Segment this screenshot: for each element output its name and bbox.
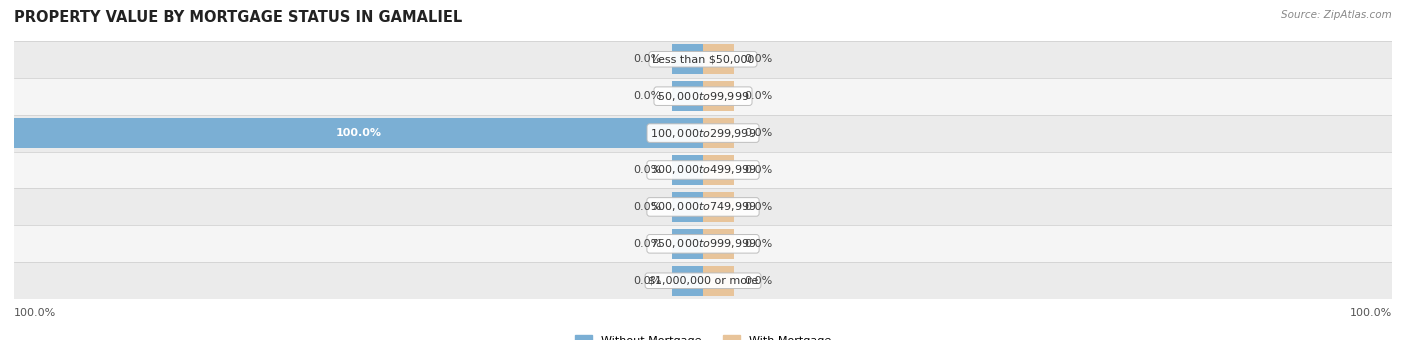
Bar	[703, 118, 734, 148]
Text: Source: ZipAtlas.com: Source: ZipAtlas.com	[1281, 10, 1392, 20]
Text: 0.0%: 0.0%	[744, 276, 772, 286]
Bar	[703, 155, 734, 185]
Text: 0.0%: 0.0%	[634, 239, 662, 249]
Bar	[14, 225, 1392, 262]
Bar	[14, 78, 1392, 115]
Text: $500,000 to $749,999: $500,000 to $749,999	[650, 200, 756, 214]
Text: 0.0%: 0.0%	[634, 276, 662, 286]
Bar	[14, 188, 1392, 225]
Text: 0.0%: 0.0%	[744, 202, 772, 212]
Bar	[14, 41, 1392, 78]
Bar	[14, 115, 1392, 152]
Text: 0.0%: 0.0%	[744, 54, 772, 64]
Bar	[703, 81, 734, 111]
Text: 100.0%: 100.0%	[14, 308, 56, 319]
Bar	[14, 262, 1392, 299]
Bar	[703, 229, 734, 259]
Text: 100.0%: 100.0%	[336, 128, 381, 138]
Text: 0.0%: 0.0%	[634, 165, 662, 175]
Text: PROPERTY VALUE BY MORTGAGE STATUS IN GAMALIEL: PROPERTY VALUE BY MORTGAGE STATUS IN GAM…	[14, 10, 463, 25]
Text: 0.0%: 0.0%	[744, 165, 772, 175]
Text: 100.0%: 100.0%	[1350, 308, 1392, 319]
Text: $100,000 to $299,999: $100,000 to $299,999	[650, 126, 756, 140]
Text: 0.0%: 0.0%	[744, 128, 772, 138]
Text: Less than $50,000: Less than $50,000	[652, 54, 754, 64]
Text: 0.0%: 0.0%	[744, 91, 772, 101]
Bar	[703, 266, 734, 296]
Bar	[672, 192, 703, 222]
Text: 100.0%: 100.0%	[0, 128, 4, 138]
Text: $750,000 to $999,999: $750,000 to $999,999	[650, 237, 756, 250]
Text: $1,000,000 or more: $1,000,000 or more	[648, 276, 758, 286]
Bar	[703, 192, 734, 222]
Bar	[703, 44, 734, 74]
Bar	[672, 44, 703, 74]
Bar	[672, 229, 703, 259]
Text: $300,000 to $499,999: $300,000 to $499,999	[650, 164, 756, 176]
Legend: Without Mortgage, With Mortgage: Without Mortgage, With Mortgage	[571, 331, 835, 340]
Bar	[672, 81, 703, 111]
Text: 0.0%: 0.0%	[634, 202, 662, 212]
Bar	[14, 118, 703, 148]
Text: $50,000 to $99,999: $50,000 to $99,999	[657, 90, 749, 103]
Bar	[672, 155, 703, 185]
Text: 0.0%: 0.0%	[634, 54, 662, 64]
Bar	[14, 152, 1392, 188]
Text: 0.0%: 0.0%	[634, 91, 662, 101]
Bar	[672, 266, 703, 296]
Text: 0.0%: 0.0%	[744, 239, 772, 249]
